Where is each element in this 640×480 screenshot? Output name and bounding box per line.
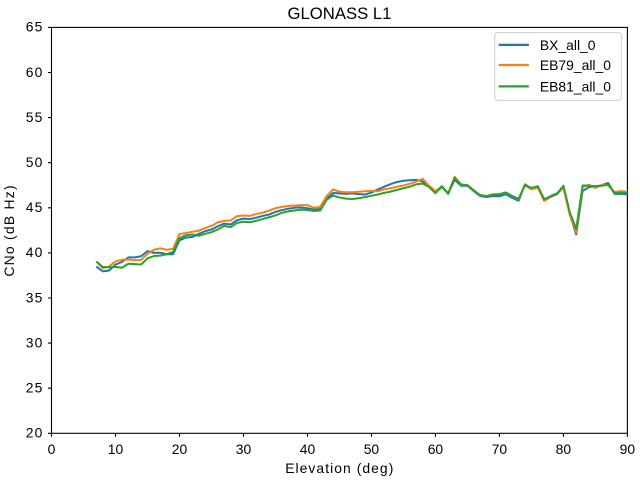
svg-text:CNo (dB Hz): CNo (dB Hz) <box>1 184 17 276</box>
svg-text:90: 90 <box>620 441 636 457</box>
svg-text:30: 30 <box>236 441 252 457</box>
svg-text:30: 30 <box>26 334 44 350</box>
svg-text:55: 55 <box>26 109 44 125</box>
svg-text:50: 50 <box>364 441 380 457</box>
svg-text:60: 60 <box>26 64 44 80</box>
svg-text:20: 20 <box>172 441 188 457</box>
svg-text:10: 10 <box>108 441 124 457</box>
svg-text:65: 65 <box>26 19 44 35</box>
svg-text:25: 25 <box>26 380 44 396</box>
svg-text:20: 20 <box>26 425 44 441</box>
svg-text:0: 0 <box>48 441 56 457</box>
svg-text:EB79_all_0: EB79_all_0 <box>540 57 611 73</box>
svg-text:50: 50 <box>26 154 44 170</box>
svg-text:80: 80 <box>556 441 572 457</box>
svg-text:60: 60 <box>428 441 444 457</box>
svg-text:BX_all_0: BX_all_0 <box>540 37 596 53</box>
svg-text:40: 40 <box>300 441 316 457</box>
svg-text:GLONASS L1: GLONASS L1 <box>288 4 392 23</box>
svg-text:Elevation (deg): Elevation (deg) <box>285 460 394 476</box>
svg-text:45: 45 <box>26 199 44 215</box>
svg-text:70: 70 <box>492 441 508 457</box>
svg-text:40: 40 <box>26 244 44 260</box>
svg-text:EB81_all_0: EB81_all_0 <box>540 78 611 94</box>
svg-text:35: 35 <box>26 289 44 305</box>
